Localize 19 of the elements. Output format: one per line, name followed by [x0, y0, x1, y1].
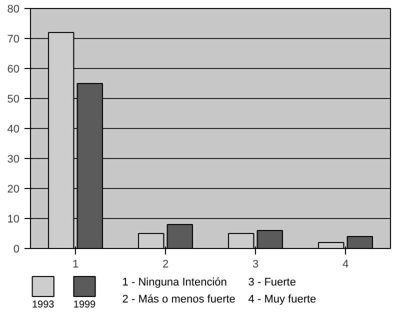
x-tick-label: 4 — [342, 258, 349, 270]
x-tick-label: 1 — [72, 258, 79, 270]
legend-label: 1999 — [73, 300, 96, 310]
text: 1 - Ninguna Intención — [122, 276, 227, 288]
text: 3 - Fuerte — [248, 276, 296, 288]
y-tick-label: 70 — [7, 34, 20, 46]
y-tick-label: 60 — [7, 64, 20, 76]
y-tick-label: 0 — [13, 244, 20, 256]
y-tick-label: 30 — [7, 154, 20, 166]
y-tick-label: 20 — [7, 184, 20, 196]
x-tick-label: 2 — [162, 258, 169, 270]
y-tick-label: 40 — [7, 124, 20, 136]
y-tick-label: 10 — [7, 214, 20, 226]
legend-label: 1993 — [32, 300, 55, 310]
text: 4 - Muy fuerte — [248, 294, 316, 306]
x-tick-label: 3 — [252, 258, 259, 270]
y-tick-label: 50 — [7, 94, 20, 106]
text: 2 - Más o menos fuerte — [122, 294, 236, 306]
y-tick-label: 80 — [7, 4, 20, 16]
